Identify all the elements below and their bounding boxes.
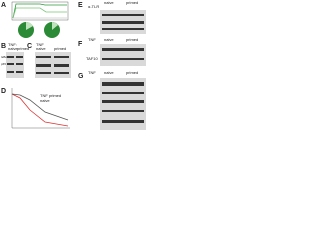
blot — [100, 44, 146, 66]
panel-a-plot — [11, 1, 69, 38]
blot — [100, 10, 146, 34]
panel-d-plot — [11, 88, 70, 129]
header: TNF — [36, 42, 44, 47]
panel-label: A — [1, 2, 6, 9]
panel-label: E — [78, 2, 83, 9]
col-label: primed — [126, 0, 138, 5]
col-label: primed — [126, 37, 138, 42]
blot — [6, 52, 24, 78]
legend-entry: naive — [40, 98, 50, 103]
header: α-TLR — [88, 4, 99, 9]
panel-label: B — [1, 43, 6, 50]
col-label: naive — [104, 0, 114, 5]
row-label: IκBα — [1, 55, 7, 59]
panel-label: G — [78, 73, 84, 80]
legend-entry: TNF primed — [40, 93, 61, 98]
figure: A B TNF: naive primed IκBα p65 C TNF nai… — [1, 0, 146, 130]
panel-label: F — [78, 41, 83, 48]
blot — [35, 52, 71, 78]
blot — [100, 78, 146, 130]
row-label: p65 — [1, 62, 6, 66]
col-label: primed — [126, 70, 138, 75]
row-label: TAF10 — [86, 56, 98, 61]
header: TNF: — [8, 42, 17, 47]
panel-label: D — [1, 88, 6, 95]
col-label: naive — [104, 70, 114, 75]
col-label: naive — [36, 46, 46, 51]
panel-label: C — [27, 43, 32, 50]
col-label: primed — [54, 46, 66, 51]
header: TNF — [88, 70, 96, 75]
header: TNF — [88, 37, 96, 42]
col-label: primed — [17, 46, 29, 51]
col-label: naive — [104, 37, 114, 42]
col-label: naive — [8, 46, 18, 51]
